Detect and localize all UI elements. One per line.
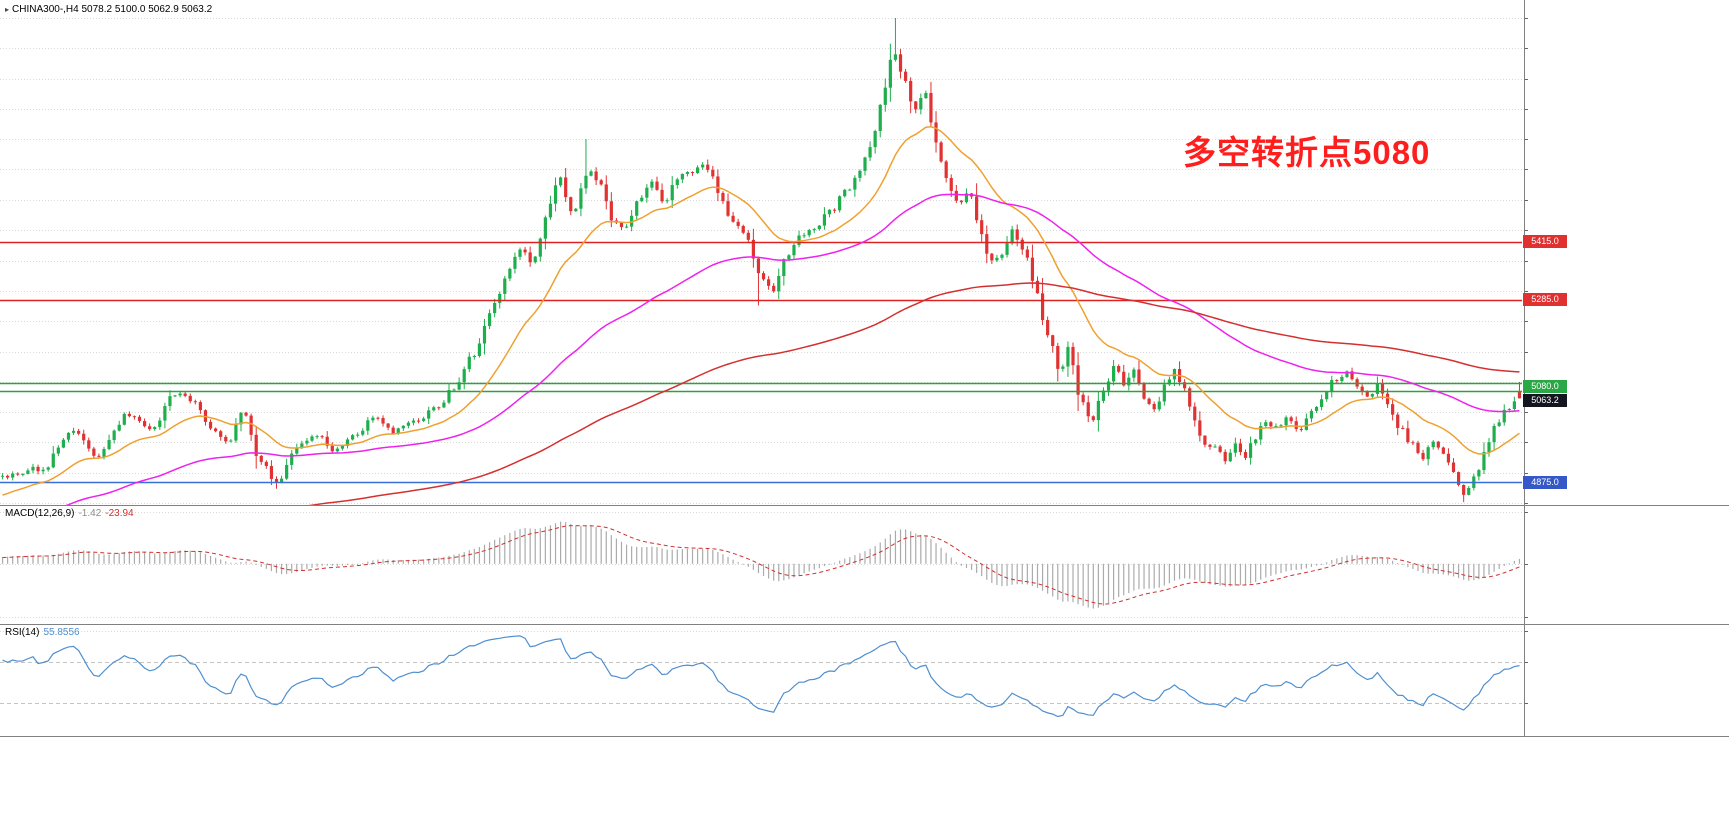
symbol-info: ▸ CHINA300-,H4 5078.2 5100.0 5062.9 5063… [5,4,212,15]
current-price-tag: 5063.2 [1523,393,1567,407]
rsi-name: RSI(14) [5,627,40,638]
macd-signal-value: -23.94 [105,508,134,519]
price-level-tag: 5080.0 [1523,380,1567,394]
price-level-tag: 5285.0 [1523,293,1567,307]
time-axis[interactable]: 16 Nov 202020 Nov 05:0026 Nov 05:002 Dec… [0,736,1729,758]
macd-main-value: -1.42 [78,508,102,519]
rsi-value: 55.8556 [43,627,80,638]
price-level-tag: 5415.0 [1523,235,1567,249]
macd-name: MACD(12,26,9) [5,508,75,519]
symbol-ohlc-text: CHINA300-,H4 5078.2 5100.0 5062.9 5063.2 [12,4,213,15]
macd-label: MACD(12,26,9) -1.42 -23.94 [5,508,134,519]
annotation-text[interactable]: 多空转折点5080 [1183,134,1431,171]
price-axis[interactable]: 5918.05850.05782.05714.05646.05578.05510… [1522,0,1729,736]
rsi-label: RSI(14) 55.8556 [5,627,80,638]
price-level-tag: 4875.0 [1523,475,1567,489]
chart-expand-icon: ▸ [5,5,10,14]
